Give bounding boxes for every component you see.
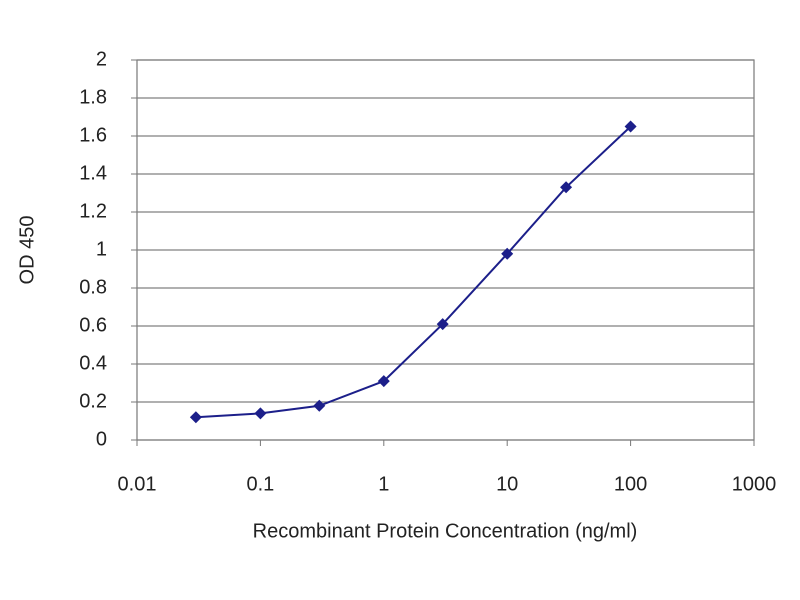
data-point bbox=[436, 318, 449, 331]
x-tick-label: 0.01 bbox=[118, 473, 157, 495]
y-axis-label: OD 450 bbox=[16, 216, 38, 285]
data-point bbox=[624, 120, 637, 133]
data-point bbox=[501, 247, 514, 260]
y-tick-label: 0.8 bbox=[79, 276, 107, 298]
x-axis-label: Recombinant Protein Concentration (ng/ml… bbox=[253, 520, 638, 542]
y-tick-label: 2 bbox=[96, 48, 107, 70]
x-tick-label: 1 bbox=[378, 473, 389, 495]
y-tick-label: 1 bbox=[96, 238, 107, 260]
y-tick-label: 0.4 bbox=[79, 352, 107, 374]
x-tick-label: 0.1 bbox=[246, 473, 274, 495]
x-tick-label: 1000 bbox=[732, 473, 777, 495]
data-line bbox=[195, 125, 632, 419]
x-tick-label: 10 bbox=[496, 473, 518, 495]
y-tick-label: 1.4 bbox=[79, 162, 107, 184]
data-point bbox=[189, 411, 202, 424]
data-point bbox=[313, 399, 326, 412]
y-tick-label: 0 bbox=[96, 428, 107, 450]
y-tick-label: 1.8 bbox=[79, 86, 107, 108]
y-tick-label: 0.6 bbox=[79, 314, 107, 336]
data-point bbox=[254, 407, 267, 420]
y-tick-label: 1.2 bbox=[79, 200, 107, 222]
y-tick-label: 0.2 bbox=[79, 390, 107, 412]
x-tick-label: 100 bbox=[614, 473, 647, 495]
y-tick-label: 1.6 bbox=[79, 124, 107, 146]
data-point bbox=[560, 181, 573, 194]
data-point bbox=[377, 375, 390, 388]
